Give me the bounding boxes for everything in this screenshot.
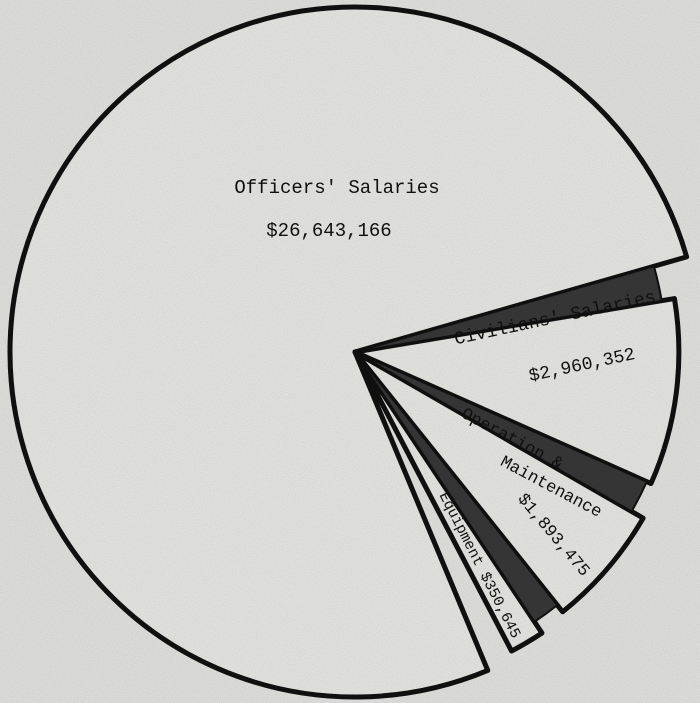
- slice-label-officers: Officers' Salaries: [234, 177, 439, 199]
- slice-value-officers: $26,643,166: [266, 220, 391, 242]
